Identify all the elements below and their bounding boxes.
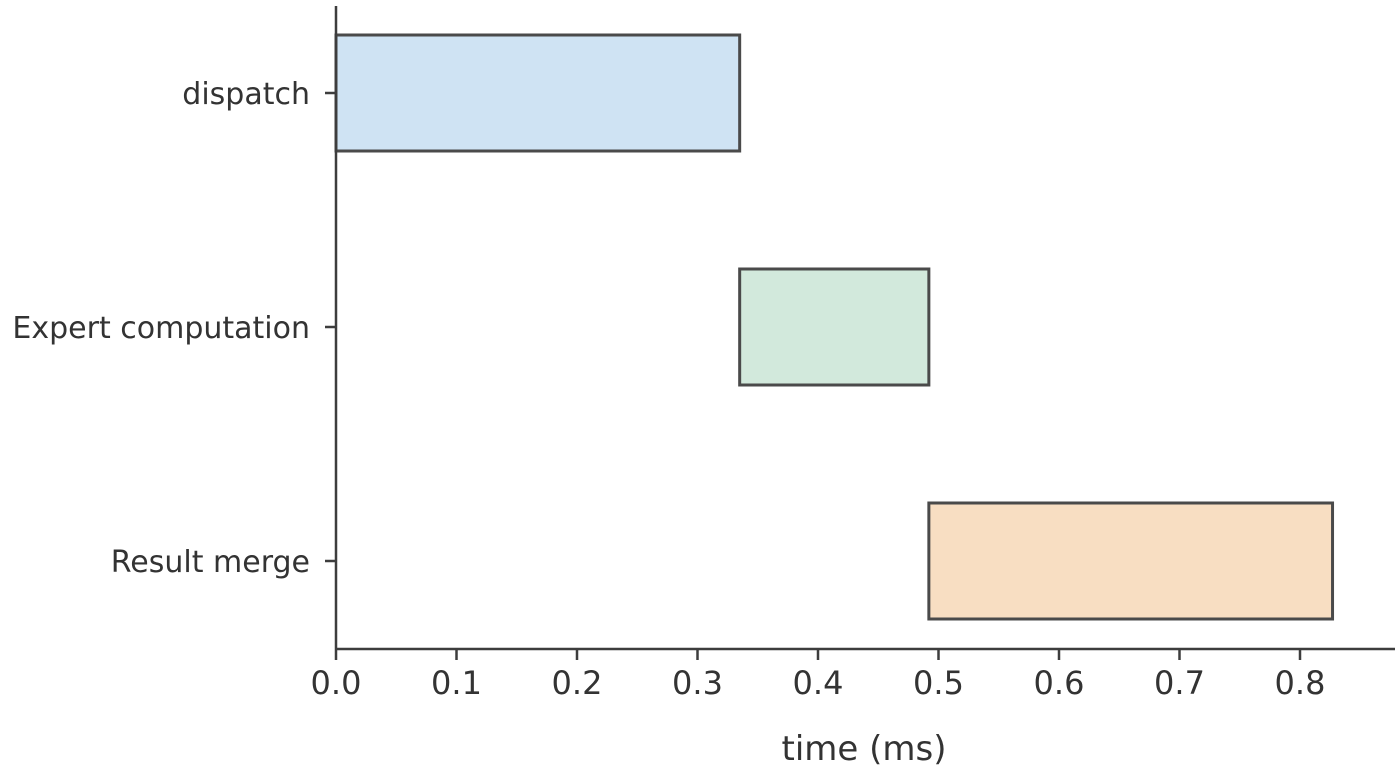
bar-dispatch xyxy=(334,33,742,153)
x-ticks-layer: 0.0 0.1 0.2 0.3 0.4 0.5 0.6 0.7 0.8 xyxy=(311,649,1326,702)
y-tick-label: dispatch xyxy=(182,77,310,112)
x-tick-label: 0.3 xyxy=(672,664,723,702)
x-tick-label: 0.1 xyxy=(431,664,482,702)
y-ticks-layer: dispatch Expert computation Result merge xyxy=(12,77,336,580)
x-tick-label: 0.6 xyxy=(1034,664,1085,702)
y-tick-label: Result merge xyxy=(111,545,310,580)
x-tick-label: 0.4 xyxy=(793,664,844,702)
bars-layer xyxy=(334,33,1335,621)
bar-expert-computation xyxy=(738,267,931,387)
x-tick-label: 0.5 xyxy=(913,664,964,702)
x-axis-label: time (ms) xyxy=(782,729,947,769)
bar-result-merge xyxy=(927,501,1335,621)
y-tick-label: Expert computation xyxy=(12,311,310,346)
x-tick-label: 0.7 xyxy=(1154,664,1205,702)
x-tick-label: 0.2 xyxy=(552,664,603,702)
x-tick-label: 0.8 xyxy=(1275,664,1326,702)
x-tick-label: 0.0 xyxy=(311,664,362,702)
